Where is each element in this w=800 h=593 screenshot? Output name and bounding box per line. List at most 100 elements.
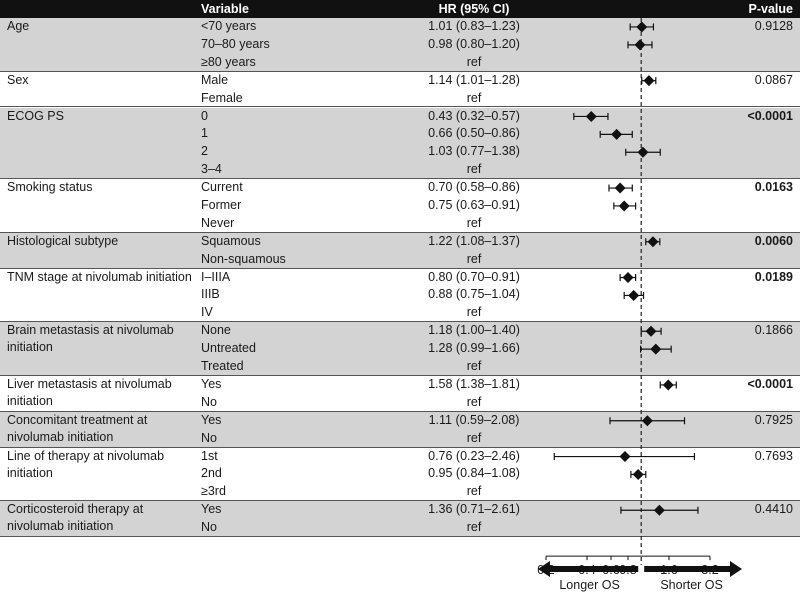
hr-point (662, 379, 674, 391)
level-label: No (201, 520, 217, 535)
pvalue-label: 0.7925 (754, 412, 793, 427)
hr-text: 0.76 (0.23–2.46) (428, 448, 520, 463)
hr-text: ref (466, 484, 482, 499)
hr-text: 1.22 (1.08–1.37) (428, 233, 520, 248)
variable-label: Line of therapy at nivolumab initiation (7, 448, 165, 480)
level-label: Yes (201, 502, 222, 517)
header-pvalue: P-value (748, 2, 793, 16)
level-label: Former (201, 197, 242, 212)
table-header: Variable HR (95% CI) P-value (0, 0, 800, 18)
hr-text: 1.58 (1.38–1.81) (428, 377, 520, 391)
hr-text: ref (466, 162, 482, 177)
level-label: IIIB (201, 287, 220, 302)
level-label: IV (201, 305, 213, 320)
table-row: ECOG PS <0.0001 0 0.43 (0.32–0.57) 1 0.66 (0.… (0, 107, 800, 180)
pvalue-label: 0.0867 (754, 72, 793, 87)
level-label: Female (201, 90, 243, 105)
hr-text: 1.03 (0.77–1.38) (428, 144, 520, 159)
variable-label: TNM stage at nivolumab initiation (7, 269, 192, 284)
hr-text: 0.95 (0.84–1.08) (428, 466, 520, 481)
variable-label: Histological subtype (7, 233, 119, 248)
level-label: ≥3rd (201, 484, 226, 499)
hr-text: 1.11 (0.59–2.08) (428, 412, 520, 427)
hr-text: ref (466, 54, 482, 69)
level-label: No (201, 394, 217, 409)
level-label: Yes (201, 412, 222, 427)
shorter-os-arrow (644, 561, 742, 577)
variable-label: Corticosteroid therapy at nivolumab init… (7, 502, 144, 534)
hr-point (632, 468, 644, 480)
level-label: No (201, 430, 217, 445)
table-row: Age 0.9128 <70 years 1.01 (0.83–1.23) 70–80 … (0, 18, 800, 72)
table-row: TNM stage at nivolumab initiation 0.0189 I… (0, 268, 800, 323)
hr-text: ref (466, 215, 482, 230)
hr-text: ref (466, 90, 482, 105)
hr-point (611, 128, 623, 140)
header-hr: HR (95% CI) (438, 2, 510, 16)
table-row: Smoking status 0.0163 Current 0.70 (0.58–0.… (0, 179, 800, 233)
hr-point (650, 343, 662, 355)
hr-point (653, 504, 665, 516)
hr-point (622, 272, 634, 284)
variable-label: Age (7, 19, 30, 33)
hr-text: 1.28 (0.99–1.66) (428, 341, 520, 356)
hr-text: ref (466, 394, 482, 409)
hr-point (585, 110, 597, 122)
variable-label: Smoking status (7, 180, 93, 195)
pvalue-label: <0.0001 (747, 108, 793, 123)
hr-text: 0.80 (0.70–0.91) (428, 269, 520, 284)
pvalue-label: 0.4410 (754, 502, 793, 517)
level-label: Non-squamous (201, 251, 286, 266)
hr-point (634, 39, 646, 51)
pvalue-label: 0.0060 (754, 233, 793, 248)
hr-point (643, 75, 655, 87)
hr-text: 0.88 (0.75–1.04) (428, 287, 520, 302)
hr-point (647, 236, 659, 248)
level-label: Treated (201, 359, 244, 374)
hr-point (645, 325, 657, 337)
level-label: None (201, 323, 231, 338)
variable-label: Brain metastasis at nivolumab initiation (7, 323, 174, 355)
level-label: ≥80 years (201, 54, 256, 69)
level-label: Yes (201, 377, 222, 391)
hr-text: ref (466, 430, 482, 445)
hr-point (628, 289, 640, 301)
hr-point (641, 415, 653, 427)
pvalue-label: 0.9128 (754, 19, 793, 33)
variable-label: Sex (7, 72, 29, 87)
hr-text: 0.66 (0.50–0.86) (428, 126, 520, 141)
hr-text: 0.75 (0.63–0.91) (428, 197, 520, 212)
hr-text: 1.36 (0.71–2.61) (428, 502, 520, 517)
level-label: I–IIIA (201, 269, 231, 284)
header-variable: Variable (201, 2, 249, 16)
table-row: Concomitant treatment at nivolumab initi… (0, 411, 800, 448)
hr-text: 0.43 (0.32–0.57) (428, 108, 520, 123)
level-label: 70–80 years (201, 36, 270, 51)
level-label: Squamous (201, 233, 261, 248)
pvalue-label: 0.1866 (754, 323, 793, 338)
level-label: Never (201, 215, 235, 230)
pvalue-label: 0.0189 (754, 269, 793, 284)
variable-label: Liver metastasis at nivolumab initiation (7, 377, 172, 408)
hr-point (614, 182, 626, 194)
pvalue-label: <0.0001 (747, 377, 793, 391)
hr-text: 1.14 (1.01–1.28) (428, 72, 520, 87)
level-label: 1 (201, 126, 208, 141)
hr-text: 0.70 (0.58–0.86) (428, 180, 520, 195)
shorter-os-label: Shorter OS (660, 578, 723, 592)
level-label: Current (201, 180, 243, 195)
hr-text: ref (466, 520, 482, 535)
hr-point (618, 200, 630, 212)
hr-text: ref (466, 305, 482, 320)
variable-label: Concomitant treatment at nivolumab initi… (7, 412, 148, 444)
table-row: Sex 0.0867 Male 1.14 (1.01–1.28) Female ref (0, 71, 800, 108)
table-row: Corticosteroid therapy at nivolumab init… (0, 501, 800, 538)
level-label: 2 (201, 144, 208, 159)
hr-text: 0.98 (0.80–1.20) (428, 36, 520, 51)
level-label: <70 years (201, 19, 257, 33)
level-label: 0 (201, 108, 208, 123)
level-label: 2nd (201, 466, 222, 481)
longer-os-arrow (538, 561, 639, 577)
level-label: Male (201, 72, 229, 87)
